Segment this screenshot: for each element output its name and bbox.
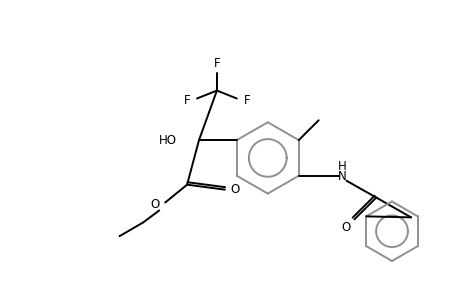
Text: HO: HO [159,134,177,147]
Text: H: H [337,160,346,173]
Text: F: F [184,94,190,107]
Text: F: F [243,94,250,107]
Text: F: F [213,57,220,70]
Text: O: O [230,183,239,196]
Text: N: N [337,170,346,183]
Text: O: O [151,198,160,211]
Text: O: O [341,221,350,234]
